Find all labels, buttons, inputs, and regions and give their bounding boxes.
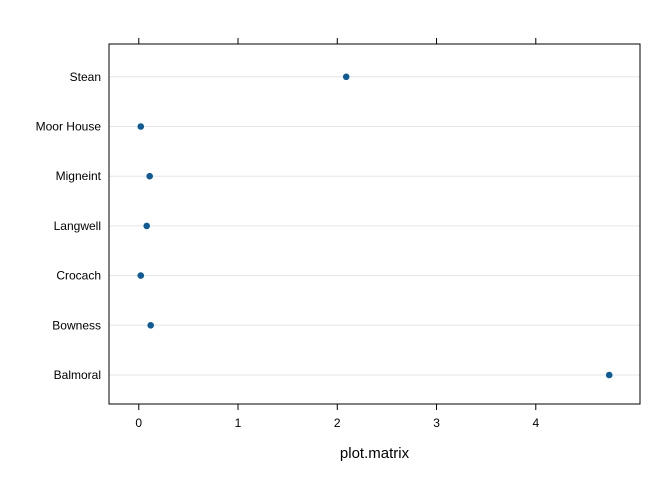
category-label: Crocach [56, 269, 101, 283]
category-label: Migneint [56, 169, 102, 183]
data-point-migneint [146, 172, 153, 180]
data-points [137, 73, 613, 379]
category-label: Balmoral [54, 368, 101, 382]
data-point-langwell [143, 222, 151, 230]
top-axis-ticks [138, 38, 537, 44]
data-point-crocach [137, 272, 145, 279]
plot-frame [108, 43, 641, 405]
x-tick-label: 3 [433, 416, 440, 430]
x-tick-label: 2 [334, 416, 341, 430]
category-labels: Balmoral Bowness Crocach Langwell Migneint Mo… [36, 70, 102, 382]
category-label: Langwell [54, 219, 101, 233]
x-tick-label: 1 [235, 416, 242, 430]
data-point-stean [342, 73, 350, 81]
category-label: Bowness [52, 318, 101, 332]
x-tick-label: 0 [135, 416, 142, 430]
data-point-moor-house [137, 123, 145, 130]
category-label: Stean [70, 70, 101, 84]
x-tick-labels: 0 1 2 3 4 [135, 416, 539, 430]
x-axis-title: plot.matrix [340, 445, 410, 462]
bottom-axis-ticks [138, 404, 537, 410]
data-point-balmoral [605, 371, 613, 379]
x-tick-label: 4 [532, 416, 539, 430]
category-label: Moor House [36, 120, 102, 134]
data-point-bowness [147, 322, 154, 329]
reference-lines [109, 76, 640, 376]
